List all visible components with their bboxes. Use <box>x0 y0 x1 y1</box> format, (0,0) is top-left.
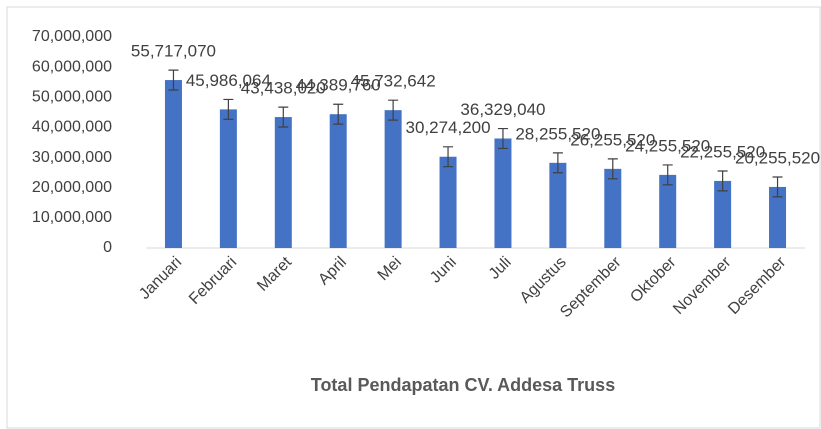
chart-frame <box>6 6 821 429</box>
bar <box>769 186 787 248</box>
bar <box>219 109 237 249</box>
x-tick-label: Maret <box>254 253 295 294</box>
x-tick-label: Juli <box>486 254 515 283</box>
bar <box>439 156 457 248</box>
data-label: 55,717,070 <box>131 42 216 61</box>
x-tick-label: Agustus <box>517 254 570 307</box>
y-tick-label: 30,000,000 <box>32 149 112 166</box>
y-tick-label: 10,000,000 <box>32 209 112 226</box>
y-tick-label: 40,000,000 <box>32 119 112 136</box>
error-bar <box>388 99 399 121</box>
error-bar <box>278 106 289 128</box>
bar <box>659 174 677 248</box>
x-tick-label: September <box>557 253 625 321</box>
error-bar <box>168 69 179 91</box>
error-bar <box>772 176 783 198</box>
data-label: 24,255,520 <box>625 136 710 155</box>
data-label: 20,255,520 <box>735 148 820 167</box>
error-bar <box>223 98 234 120</box>
data-label: 22,255,520 <box>680 142 765 161</box>
data-label: 30,274,200 <box>405 118 490 137</box>
error-bar <box>497 127 508 150</box>
y-tick-label: 50,000,000 <box>32 89 112 106</box>
error-bar <box>717 170 728 192</box>
x-tick-label: Oktober <box>627 253 680 306</box>
bar <box>329 114 347 248</box>
y-tick-label: 0 <box>103 239 112 256</box>
x-tick-label: November <box>670 253 735 318</box>
data-label: 45,986,064 <box>186 71 271 90</box>
bar <box>549 162 567 248</box>
bar <box>604 168 622 248</box>
y-tick-label: 70,000,000 <box>32 28 112 45</box>
data-label: 44,389,760 <box>296 76 381 95</box>
data-label: 45,732,642 <box>351 72 436 91</box>
x-tick-label: Desember <box>725 253 790 318</box>
data-label: 28,255,520 <box>515 124 600 143</box>
data-label: 43,438,020 <box>241 79 326 98</box>
error-bar <box>552 152 563 174</box>
x-tick-label: April <box>315 254 350 289</box>
bar <box>274 117 292 248</box>
x-tick-label: Februari <box>186 254 240 308</box>
error-bar <box>662 164 673 186</box>
y-tick-label: 20,000,000 <box>32 179 112 196</box>
bar <box>164 80 182 249</box>
x-tick-label: Juni <box>427 254 460 287</box>
x-tick-label: Januari <box>136 254 185 303</box>
chart-title: Total Pendapatan CV. Addesa Truss <box>311 375 615 395</box>
data-label: 26,255,520 <box>570 130 655 149</box>
error-bar <box>443 146 454 168</box>
data-label: 36,329,040 <box>460 100 545 119</box>
bar <box>714 180 732 248</box>
bar <box>384 110 402 249</box>
y-tick-label: 60,000,000 <box>32 58 112 75</box>
error-bar <box>607 158 618 180</box>
error-bar <box>333 103 344 125</box>
x-tick-label: Mei <box>375 254 405 284</box>
bar <box>494 138 512 248</box>
